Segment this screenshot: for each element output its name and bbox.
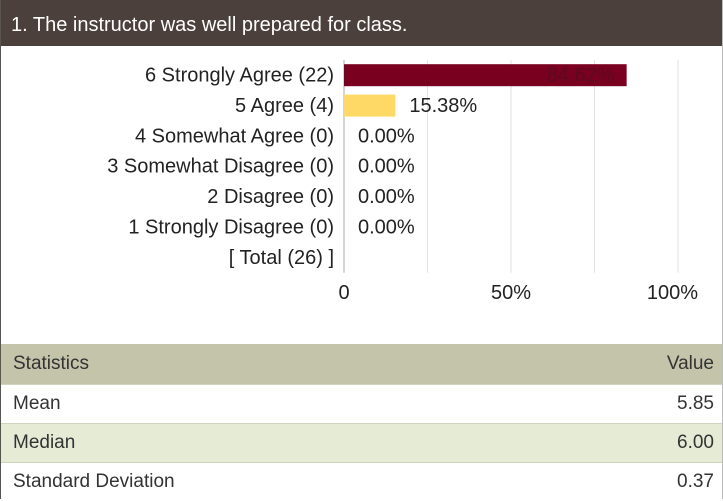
- x-tick-label: 50%: [491, 282, 531, 304]
- category-label: [ Total (26) ]: [229, 247, 334, 269]
- bar: [344, 95, 395, 117]
- category-label: 5 Agree (4): [235, 95, 334, 117]
- table-cell: 5.85: [527, 385, 722, 424]
- table-cell: Mean: [1, 385, 527, 424]
- value-label: 0.00%: [358, 216, 415, 238]
- x-tick-label: 0: [338, 282, 349, 304]
- column-header: Statistics: [1, 344, 527, 385]
- category-label: 6 Strongly Agree (22): [145, 64, 334, 86]
- category-label: 1 Strongly Disagree (0): [128, 216, 334, 238]
- category-label: 4 Somewhat Agree (0): [135, 125, 334, 147]
- category-label: 2 Disagree (0): [207, 186, 334, 208]
- column-header: Value: [527, 344, 722, 385]
- value-label: 0.00%: [358, 156, 415, 178]
- value-label: 15.38%: [409, 95, 477, 117]
- value-label: 0.00%: [358, 125, 415, 147]
- value-label: 84.62%: [547, 64, 615, 86]
- chart: 0 50% 100% 6 Strongly Agree (22) 84.62% 5 Agr…: [1, 46, 722, 344]
- table-cell: Standard Deviation: [1, 463, 527, 501]
- table-cell: 6.00: [527, 424, 722, 463]
- category-label: 3 Somewhat Disagree (0): [107, 156, 334, 178]
- value-label: 0.00%: [358, 186, 415, 208]
- table-cell: Median: [1, 424, 527, 463]
- question-title: 1. The instructor was well prepared for …: [1, 0, 722, 46]
- x-tick-label: 100%: [647, 282, 698, 304]
- table-cell: 0.37: [527, 463, 722, 501]
